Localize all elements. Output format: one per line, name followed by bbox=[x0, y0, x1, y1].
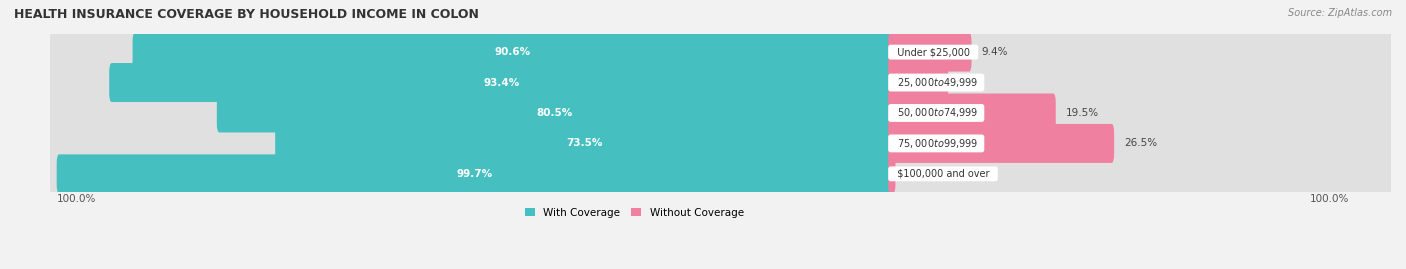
Text: 80.5%: 80.5% bbox=[537, 108, 574, 118]
Text: 90.6%: 90.6% bbox=[495, 47, 531, 57]
Text: 19.5%: 19.5% bbox=[1066, 108, 1099, 118]
Text: $100,000 and over: $100,000 and over bbox=[890, 169, 995, 179]
FancyBboxPatch shape bbox=[889, 124, 1114, 163]
Text: 26.5%: 26.5% bbox=[1125, 139, 1157, 148]
FancyBboxPatch shape bbox=[51, 48, 1398, 117]
FancyBboxPatch shape bbox=[56, 154, 893, 193]
FancyBboxPatch shape bbox=[217, 94, 893, 132]
Text: $50,000 to $74,999: $50,000 to $74,999 bbox=[890, 107, 981, 119]
Text: 6.6%: 6.6% bbox=[957, 77, 984, 87]
FancyBboxPatch shape bbox=[51, 17, 1398, 87]
FancyBboxPatch shape bbox=[889, 63, 948, 102]
Text: 100.0%: 100.0% bbox=[1310, 194, 1350, 204]
Text: $25,000 to $49,999: $25,000 to $49,999 bbox=[890, 76, 981, 89]
FancyBboxPatch shape bbox=[132, 33, 893, 72]
FancyBboxPatch shape bbox=[889, 154, 896, 193]
Text: 93.4%: 93.4% bbox=[484, 77, 519, 87]
Text: 99.7%: 99.7% bbox=[457, 169, 494, 179]
Text: $75,000 to $99,999: $75,000 to $99,999 bbox=[890, 137, 981, 150]
FancyBboxPatch shape bbox=[51, 78, 1398, 148]
FancyBboxPatch shape bbox=[51, 139, 1398, 208]
Text: 9.4%: 9.4% bbox=[981, 47, 1008, 57]
Text: 73.5%: 73.5% bbox=[567, 139, 602, 148]
Text: Source: ZipAtlas.com: Source: ZipAtlas.com bbox=[1288, 8, 1392, 18]
FancyBboxPatch shape bbox=[110, 63, 893, 102]
Text: HEALTH INSURANCE COVERAGE BY HOUSEHOLD INCOME IN COLON: HEALTH INSURANCE COVERAGE BY HOUSEHOLD I… bbox=[14, 8, 479, 21]
Text: 100.0%: 100.0% bbox=[56, 194, 96, 204]
FancyBboxPatch shape bbox=[276, 124, 893, 163]
Text: 0.28%: 0.28% bbox=[905, 169, 938, 179]
Legend: With Coverage, Without Coverage: With Coverage, Without Coverage bbox=[520, 203, 748, 222]
FancyBboxPatch shape bbox=[889, 33, 972, 72]
Text: Under $25,000: Under $25,000 bbox=[890, 47, 976, 57]
FancyBboxPatch shape bbox=[51, 109, 1398, 178]
FancyBboxPatch shape bbox=[889, 94, 1056, 132]
